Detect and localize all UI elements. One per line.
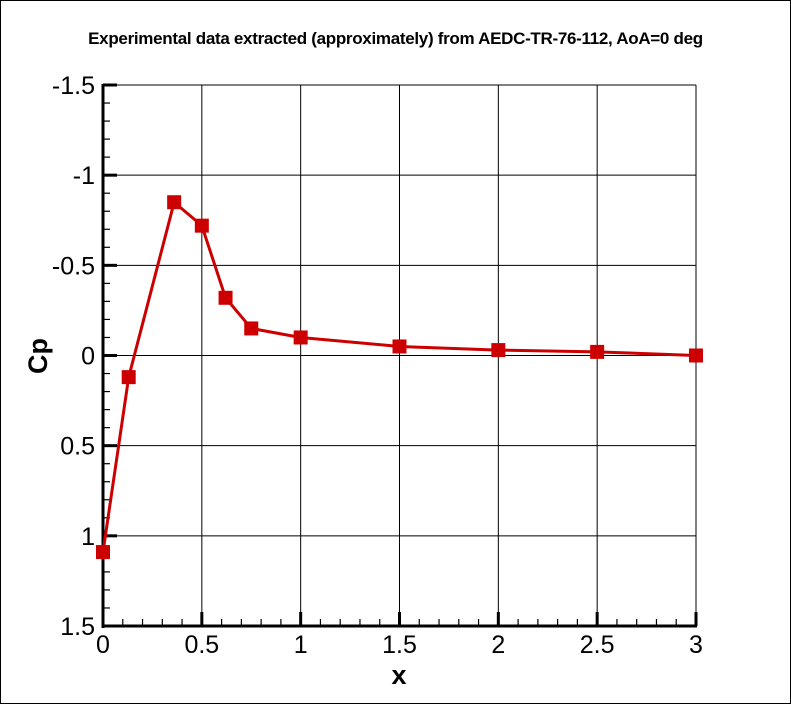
y-tick-label: -1 <box>73 162 95 190</box>
square-marker <box>194 218 209 233</box>
x-tick-label: 0 <box>96 631 110 659</box>
square-marker <box>392 339 407 354</box>
x-tick-label: 2.5 <box>580 631 615 659</box>
x-axis-label: x <box>391 660 406 690</box>
square-marker <box>244 321 259 336</box>
x-tick-label: 1.5 <box>382 631 417 659</box>
square-marker <box>689 348 703 363</box>
x-tick-label: 0.5 <box>184 631 219 659</box>
square-marker <box>218 290 233 305</box>
y-tick-label: 1 <box>81 523 95 551</box>
square-marker <box>96 545 110 560</box>
square-marker <box>590 344 605 359</box>
tick-labels: 0 0.5 1 1.5 2 2.5 3 -1.5 -1 -0.5 0 0.5 1 1.5 <box>52 72 703 659</box>
x-tick-label: 3 <box>689 631 703 659</box>
y-axis-label: Cp <box>23 338 53 374</box>
y-tick-label: 0.5 <box>60 433 95 461</box>
grid-lines <box>102 84 697 627</box>
square-marker <box>293 330 308 345</box>
square-marker <box>121 370 136 385</box>
square-marker <box>491 343 506 358</box>
square-marker <box>167 195 182 210</box>
x-tick-label: 1 <box>294 631 308 659</box>
y-tick-label: 0 <box>81 343 95 371</box>
data-series <box>96 195 703 560</box>
chart-title: Experimental data extracted (approximate… <box>88 29 703 48</box>
y-tick-label: -0.5 <box>52 252 95 280</box>
y-tick-label: -1.5 <box>52 72 95 100</box>
x-tick-label: 2 <box>491 631 505 659</box>
axes <box>101 83 698 628</box>
y-tick-label: 1.5 <box>60 613 95 641</box>
